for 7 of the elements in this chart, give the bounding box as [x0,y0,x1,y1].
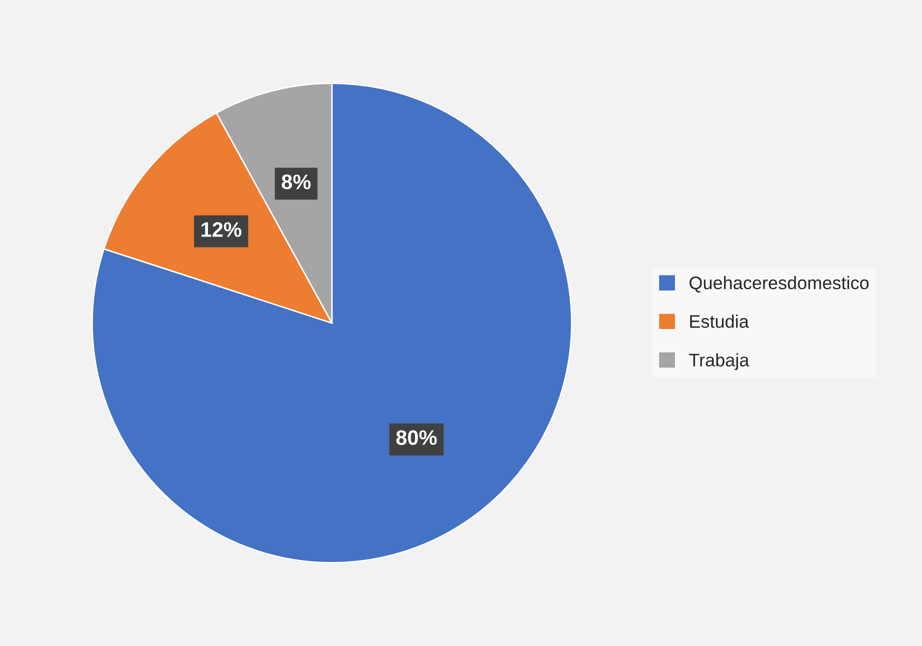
data-label: 80% [396,430,437,445]
data-label: 12% [202,222,242,237]
legend-label: Trabaja [689,353,750,370]
pie-slice [92,82,572,564]
legend-label: Estudia [690,314,749,328]
data-label: 8% [282,174,311,190]
legend-label: Quehaceresdomestico [690,276,869,293]
